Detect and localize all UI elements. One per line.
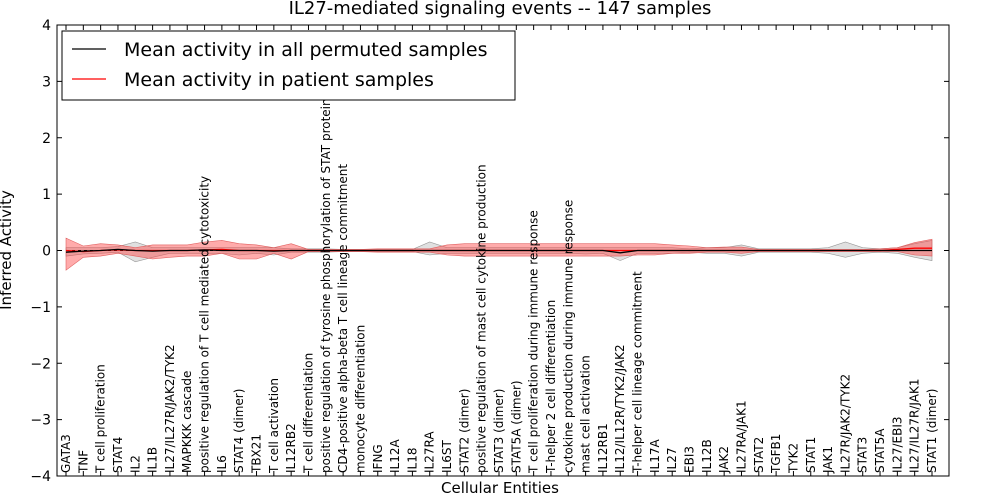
x-category-label: EBI3 xyxy=(683,446,697,473)
x-category-label: T-helper 2 cell differentiation xyxy=(544,300,558,474)
x-category-label: IL1B xyxy=(146,447,160,473)
x-category-label: STAT3 (dimer) xyxy=(492,389,506,473)
x-category-label: STAT4 (dimer) xyxy=(232,389,246,473)
y-tick-label: −3 xyxy=(30,413,51,429)
x-category-label: JAK1 xyxy=(821,446,835,474)
x-category-label: IL12/IL12R/TYK2/JAK2 xyxy=(613,344,627,473)
x-category-label: MAPKKK cascade xyxy=(180,371,194,473)
x-category-label: TGFB1 xyxy=(769,434,783,474)
band-patient xyxy=(65,237,933,271)
x-category-label: IL2 xyxy=(128,455,142,473)
x-category-label: TYK2 xyxy=(786,443,800,474)
y-tick-label: 0 xyxy=(42,244,51,260)
x-category-label: IL27/IL27R/JAK2/TYK2 xyxy=(163,344,177,473)
x-category-label: T cell differentiation xyxy=(302,353,316,474)
x-category-label: IL6ST xyxy=(440,440,454,473)
x-category-label: CD4-positive alpha-beta T cell lineage c… xyxy=(336,164,350,473)
legend: Mean activity in all permuted samples Me… xyxy=(61,30,516,101)
x-category-label: mast cell activation xyxy=(579,355,593,473)
x-category-label: STAT5A (dimer) xyxy=(509,380,523,473)
legend-label-patient: Mean activity in patient samples xyxy=(124,69,434,91)
x-category-label: IL12A xyxy=(388,439,402,473)
x-category-label: STAT1 xyxy=(804,437,818,473)
x-category-label: positive regulation of tyrosine phosphor… xyxy=(319,98,333,473)
x-category-label: IL17A xyxy=(648,439,662,473)
x-category-label: IL27RA xyxy=(423,431,437,473)
x-category-label: IFNG xyxy=(371,444,385,473)
x-category-label: positive regulation of mast cell cytokin… xyxy=(475,164,489,473)
y-tick-label: 3 xyxy=(42,74,51,90)
y-tick-label: 2 xyxy=(42,131,51,147)
x-category-label: STAT2 xyxy=(752,437,766,473)
x-category-label: GATA3 xyxy=(59,434,73,473)
x-category-label: IL12B xyxy=(700,439,714,473)
x-category-label: IL18 xyxy=(405,448,419,474)
y-axis-title: Inferred Activity xyxy=(0,190,15,310)
series-line-permuted xyxy=(65,248,932,254)
y-tick-label: −1 xyxy=(30,300,51,316)
x-category-label: IL27 xyxy=(665,448,679,474)
x-category-label: STAT4 xyxy=(111,437,125,473)
chart-title: IL27-mediated signaling events -- 147 sa… xyxy=(289,0,712,19)
x-category-label: STAT3 xyxy=(856,437,870,473)
x-category-label: IL27R/JAK2/TYK2 xyxy=(838,374,852,473)
x-category-label: T cell proliferation xyxy=(94,364,108,474)
x-category-label: IL6 xyxy=(215,455,229,473)
x-axis-title: Cellular Entities xyxy=(441,479,559,497)
y-tick-label: −4 xyxy=(30,469,51,485)
x-category-label: STAT1 (dimer) xyxy=(925,389,939,473)
y-tick-label: 1 xyxy=(42,187,51,203)
x-category-label: IL12RB2 xyxy=(284,423,298,473)
x-category-label: monocyte differentiation xyxy=(353,325,367,473)
y-tick-label: −2 xyxy=(30,356,51,372)
legend-box xyxy=(61,30,516,101)
y-tick-label: 4 xyxy=(42,18,51,34)
x-category-label: STAT2 (dimer) xyxy=(457,389,471,473)
x-category-label: T cell activation xyxy=(267,378,281,474)
x-category-label: T-helper cell lineage commitment xyxy=(631,271,645,474)
x-category-label: IL27RA/JAK1 xyxy=(735,400,749,473)
x-category-label: T cell proliferation during immune respo… xyxy=(527,210,541,474)
x-category-label: positive regulation of T cell mediated c… xyxy=(198,176,212,473)
x-category-label: TNF xyxy=(76,450,90,474)
x-category-label: cytokine production during immune respon… xyxy=(561,200,575,473)
x-category-label: IL27/EBI3 xyxy=(890,416,904,473)
legend-label-permuted: Mean activity in all permuted samples xyxy=(124,39,487,61)
x-category-label: IL27/IL27R/JAK1 xyxy=(908,379,922,473)
plot-frame xyxy=(56,24,950,477)
x-category-label: JAK2 xyxy=(717,446,731,474)
x-category-label: STAT5A xyxy=(873,428,887,473)
x-category-label: TBX21 xyxy=(250,434,264,474)
x-category-label: IL12RB1 xyxy=(596,423,610,473)
